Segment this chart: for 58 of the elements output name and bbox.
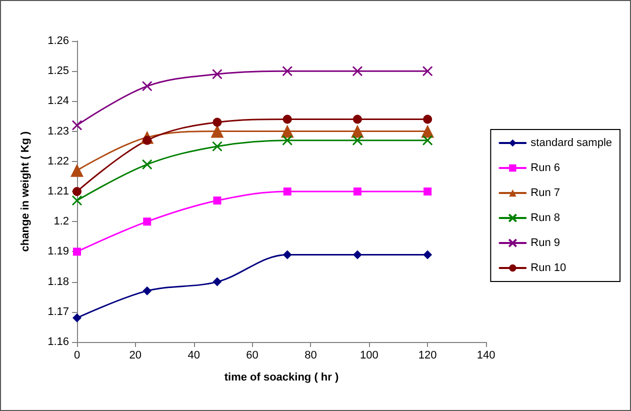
x-tick-label: 0 — [74, 350, 80, 362]
point — [352, 250, 362, 260]
point — [142, 159, 152, 170]
point — [353, 188, 362, 196]
legend-label: Run 10 — [530, 262, 566, 274]
y-tick-label: 1.22 — [48, 155, 69, 168]
point — [143, 218, 152, 226]
legend-label: Run 9 — [530, 237, 560, 249]
y-axis-title: change in weight ( Kg ) — [20, 130, 32, 252]
point — [212, 68, 222, 80]
y-tick-label: 1.18 — [48, 276, 69, 288]
y-tick-label: 1.21 — [48, 186, 69, 198]
point — [72, 120, 82, 131]
point — [423, 250, 432, 260]
y-tick-label: 1.24 — [48, 95, 69, 108]
y-tick-label: 1.2 — [54, 216, 69, 228]
x-tick-label: 120 — [418, 350, 437, 362]
point — [282, 114, 292, 124]
point — [212, 141, 222, 152]
point — [72, 195, 82, 206]
point — [142, 286, 152, 296]
y-tick-label: 1.23 — [48, 125, 69, 138]
point — [282, 250, 292, 260]
point — [210, 124, 224, 138]
y-tick-label: 1.26 — [48, 35, 69, 47]
point — [352, 114, 362, 124]
point — [423, 114, 432, 124]
point — [72, 313, 82, 322]
x-tick-label: 80 — [304, 350, 317, 362]
point — [70, 164, 84, 177]
x-tick-label: 100 — [360, 350, 378, 362]
x-tick-label: 20 — [129, 350, 142, 362]
point — [142, 80, 152, 92]
point — [424, 188, 432, 196]
point — [72, 187, 82, 196]
point — [212, 118, 222, 127]
y-tick-label: 1.25 — [48, 65, 69, 78]
point — [352, 66, 363, 76]
point — [282, 135, 293, 146]
legend-label: standard sample — [530, 137, 612, 149]
point — [282, 66, 293, 76]
x-tick-label: 60 — [246, 350, 258, 362]
point — [73, 248, 81, 256]
point — [212, 277, 222, 286]
x-tick-label: 140 — [476, 350, 496, 362]
point — [422, 66, 433, 76]
legend-label: Run 8 — [530, 212, 560, 224]
y-tick-label: 1.17 — [48, 306, 69, 318]
x-axis-title: time of soacking ( hr ) — [224, 372, 339, 384]
legend-label: Run 6 — [530, 162, 560, 174]
point — [213, 196, 222, 205]
y-tick-label: 1.16 — [48, 336, 69, 348]
point — [283, 188, 292, 196]
point — [352, 135, 363, 146]
x-tick-label: 40 — [188, 350, 200, 362]
legend-label: Run 7 — [530, 187, 560, 199]
y-tick-label: 1.19 — [48, 246, 69, 258]
point — [422, 135, 433, 146]
